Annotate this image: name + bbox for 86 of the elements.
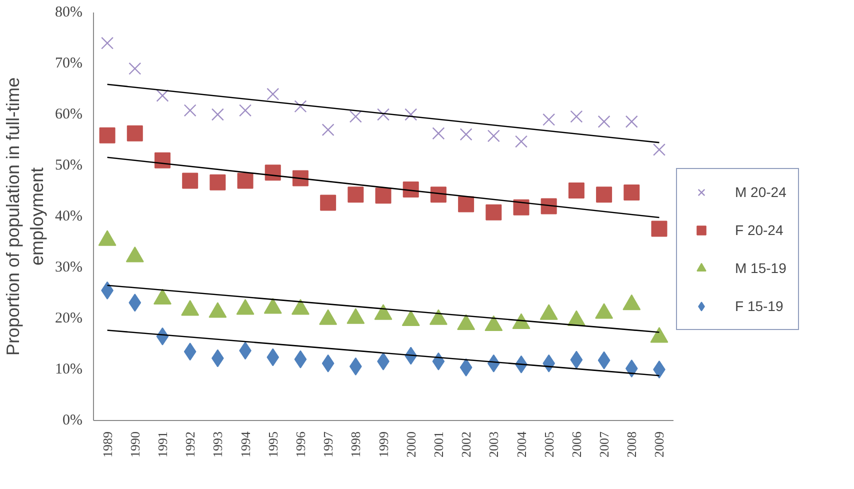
point [624,184,640,201]
point [322,124,334,136]
point [598,115,610,128]
point [486,204,502,220]
point [239,104,252,117]
x-tick-label: 1996 [292,431,308,458]
point [294,350,307,368]
y-tick-label: 80% [55,4,83,20]
point [184,104,196,117]
point [182,172,198,189]
point [320,194,336,211]
point [348,186,364,203]
point [598,351,610,370]
point [458,196,474,212]
x-tick-label: 2009 [652,432,667,458]
point [128,62,142,75]
point [266,348,280,366]
y-tick-label: 50% [55,158,83,174]
point [514,135,528,148]
x-tick-label: 2006 [568,431,584,458]
point [266,88,280,100]
x-tick-label: 1995 [265,432,280,458]
y-axis-title: Proportion of population in full-time employment [3,77,48,356]
y-tick-label: 30% [55,260,83,276]
x-tick-label: 2008 [624,432,640,458]
point [156,89,169,102]
point [625,115,638,128]
point [596,186,612,203]
point [322,354,334,372]
y-tick-label: 20% [55,310,83,326]
point [292,170,308,186]
y-tick-label: 40% [55,208,83,224]
point [99,127,116,144]
point [101,36,114,50]
x-tick-label: 2004 [514,431,529,458]
x-tick-label: 1999 [376,432,391,458]
point [184,342,196,361]
x-tick-label: 1989 [100,432,115,458]
x-tick-label: 1993 [210,432,226,458]
legend-label: F 15-19 [735,298,784,314]
x-tick-label: 1994 [238,431,253,458]
x-tick-label: 2001 [430,432,446,458]
x-tick-label: 1997 [320,431,336,458]
point [237,172,254,189]
legend-label: M 20-24 [735,184,786,200]
x-tick-label: 2005 [541,432,556,458]
point [432,352,445,370]
point [430,186,446,203]
point [651,220,668,237]
y-tick-label: 60% [55,106,83,122]
point [375,188,392,204]
y-tick-label: 10% [55,362,83,378]
x-tick-label: 1991 [154,432,170,458]
x-tick-label: 1992 [182,432,198,458]
x-tick-label: 1990 [127,432,142,458]
legend-label: F 20-24 [735,222,784,238]
legend-label: M 15-19 [735,260,786,276]
point [570,350,583,369]
x-tick-label: 2007 [596,431,612,458]
point [377,108,390,121]
point [625,359,638,378]
point [513,199,530,216]
point [542,113,556,126]
point [402,181,419,198]
y-tick-label: 0% [62,412,83,428]
point [460,128,472,141]
point [154,152,170,168]
x-tick-label: 2000 [403,432,418,458]
point [570,110,583,123]
point [404,108,418,121]
point [460,358,472,376]
y-tick-label: 70% [55,56,83,72]
point [211,108,224,121]
point [487,130,500,142]
x-tick-label: 2003 [486,432,502,458]
point [126,125,143,142]
point [210,174,226,190]
point [294,100,307,113]
point [540,198,557,214]
point [264,164,281,181]
point [568,182,584,198]
x-tick-label: 1998 [348,432,364,458]
point [128,294,142,312]
x-tick-label: 2002 [458,432,474,458]
point [652,143,666,156]
point [432,127,445,140]
